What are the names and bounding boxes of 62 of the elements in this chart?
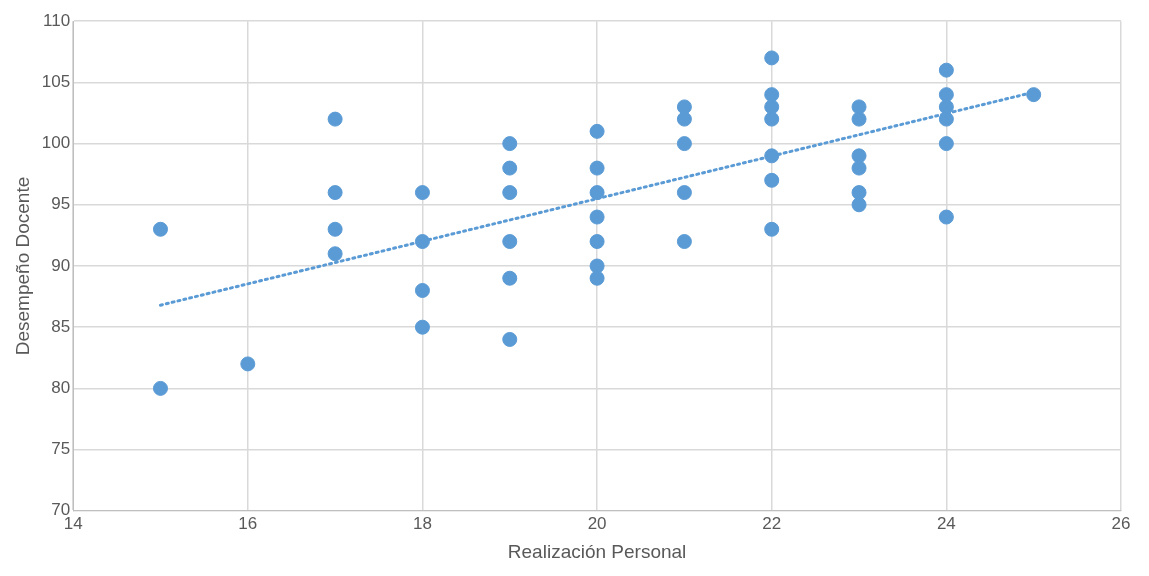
point xyxy=(240,356,256,372)
point xyxy=(764,148,780,164)
y-tick-label: 90 xyxy=(51,255,71,275)
y-tick-label: 95 xyxy=(51,194,71,214)
point xyxy=(502,270,518,286)
point xyxy=(502,185,518,201)
point xyxy=(851,160,867,176)
point xyxy=(502,331,518,347)
point xyxy=(676,111,692,127)
point xyxy=(414,282,430,298)
point xyxy=(589,209,605,225)
point xyxy=(589,270,605,286)
point xyxy=(327,185,343,201)
point xyxy=(676,99,692,115)
point xyxy=(851,197,867,213)
point xyxy=(327,246,343,262)
point xyxy=(414,234,430,250)
x-axis-title: Realización Personal xyxy=(507,540,687,562)
point xyxy=(764,172,780,188)
point xyxy=(589,123,605,139)
point xyxy=(327,221,343,237)
x-tick-label: 22 xyxy=(762,513,782,533)
point xyxy=(152,380,168,396)
point xyxy=(764,111,780,127)
point xyxy=(938,111,954,127)
point xyxy=(676,234,692,250)
point xyxy=(851,111,867,127)
point xyxy=(589,185,605,201)
y-tick-label: 75 xyxy=(51,439,71,459)
y-tick-label: 100 xyxy=(41,133,71,153)
point xyxy=(764,99,780,115)
point xyxy=(589,160,605,176)
point xyxy=(676,185,692,201)
point xyxy=(589,258,605,274)
y-axis-title: Desempeño Docente xyxy=(11,176,33,356)
point xyxy=(502,160,518,176)
point xyxy=(938,62,954,78)
point xyxy=(327,111,343,127)
x-tick-label: 20 xyxy=(587,513,607,533)
point xyxy=(502,136,518,152)
y-tick-label: 105 xyxy=(41,72,71,92)
x-tick-label: 26 xyxy=(1111,513,1131,533)
point xyxy=(152,221,168,237)
point xyxy=(414,185,430,201)
point xyxy=(764,50,780,66)
point xyxy=(851,99,867,115)
y-tick-label: 110 xyxy=(43,10,71,30)
x-tick-label: 16 xyxy=(238,513,258,533)
x-tick-label: 24 xyxy=(936,513,956,533)
point xyxy=(589,234,605,250)
point xyxy=(676,136,692,152)
point xyxy=(938,209,954,225)
point xyxy=(502,234,518,250)
point xyxy=(764,221,780,237)
point xyxy=(938,99,954,115)
point xyxy=(851,148,867,164)
point xyxy=(1026,87,1042,103)
y-tick-label: 80 xyxy=(51,378,71,398)
point xyxy=(938,136,954,152)
x-tick-label: 18 xyxy=(412,513,432,533)
point xyxy=(414,319,430,335)
y-tick-label: 85 xyxy=(51,316,71,336)
